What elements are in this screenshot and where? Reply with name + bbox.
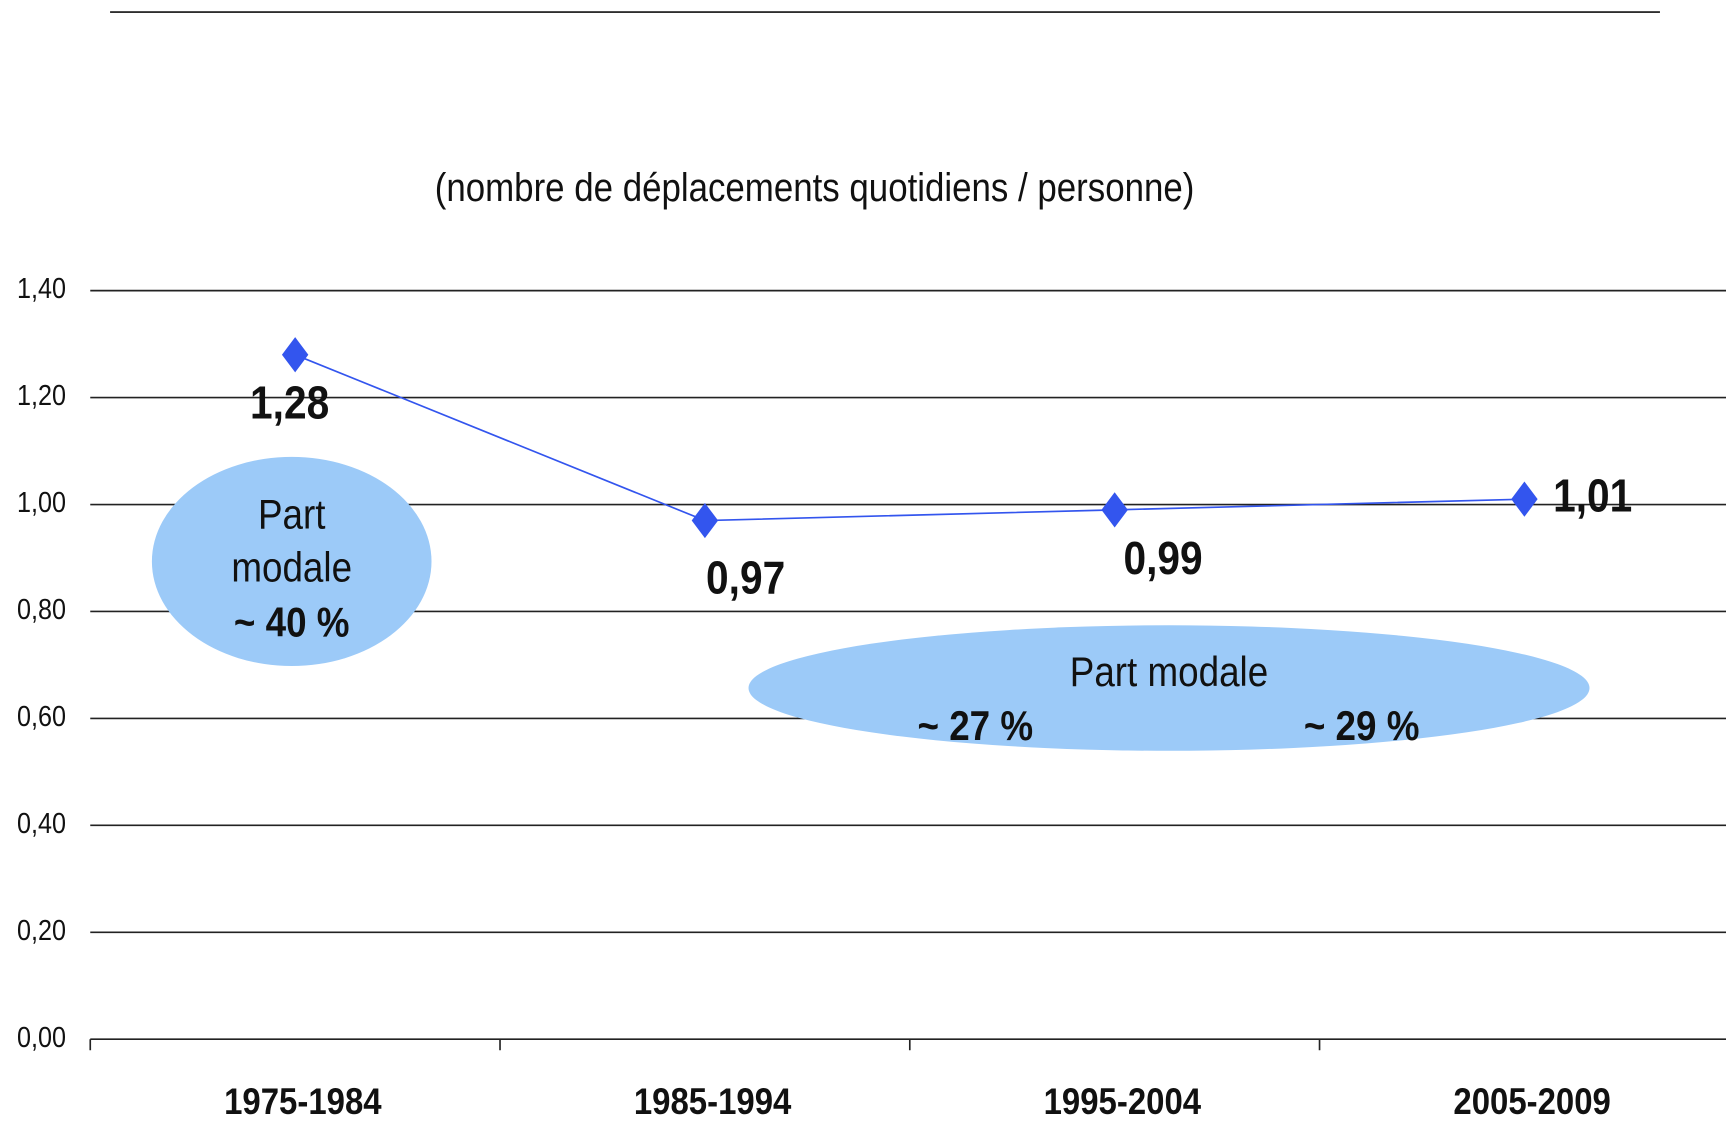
data-point — [281, 337, 309, 373]
data-label: 0,99 — [1124, 533, 1203, 584]
annotation: ~ 27 % — [917, 703, 1033, 750]
y-tick-label: 0,20 — [17, 914, 66, 946]
data-label: 1,28 — [250, 378, 329, 429]
y-tick-label: 1,20 — [17, 380, 66, 412]
x-tick-label: 2005-2009 — [1453, 1081, 1610, 1122]
annotation: ~ 40 % — [234, 599, 350, 646]
annotation: Part — [258, 491, 326, 538]
chart-subtitle: (nombre de déplacements quotidiens / per… — [435, 165, 1195, 210]
y-tick-label: 0,00 — [17, 1021, 66, 1053]
y-tick-label: 1,40 — [17, 273, 66, 305]
annotation: ~ 29 % — [1304, 703, 1420, 750]
data-line — [294, 354, 1525, 522]
annotation: Part modale — [1070, 649, 1268, 696]
x-tick-label: 1995-2004 — [1044, 1081, 1202, 1122]
data-point — [1511, 481, 1538, 517]
annotation-bubble — [151, 456, 432, 667]
annotation-bubble — [748, 625, 1590, 751]
marks: 1,28 0,97 0,99 1,01 — [250, 337, 1632, 604]
y-tick-label: 1,00 — [17, 487, 66, 519]
y-tick-label: 0,40 — [17, 807, 66, 839]
x-tick-label: 1985-1994 — [634, 1081, 792, 1122]
annotation: modale — [231, 544, 352, 591]
x-tick-label: 1975-1984 — [224, 1081, 382, 1122]
y-tick-label: 0,80 — [17, 594, 66, 626]
data-label: 1,01 — [1553, 471, 1632, 522]
y-tick-label: 0,60 — [17, 700, 66, 732]
data-point — [691, 502, 719, 539]
data-point — [1101, 492, 1128, 528]
data-label: 0,97 — [706, 553, 785, 604]
